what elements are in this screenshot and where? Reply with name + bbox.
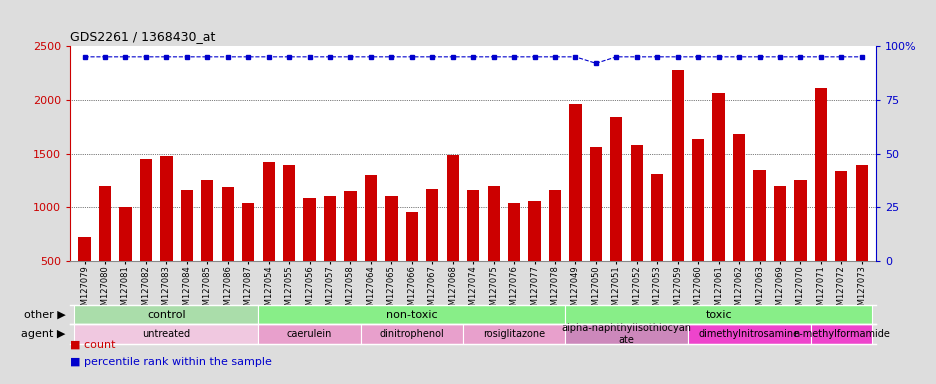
Bar: [324, 195, 336, 315]
Text: GDS2261 / 1368430_at: GDS2261 / 1368430_at: [70, 30, 215, 43]
Bar: [303, 198, 315, 315]
Bar: [360, 324, 462, 344]
Bar: [732, 134, 744, 315]
Bar: [507, 203, 519, 315]
Bar: [181, 190, 193, 315]
Bar: [671, 70, 683, 315]
Text: ■ count: ■ count: [70, 339, 116, 349]
Text: agent ▶: agent ▶: [22, 329, 66, 339]
Bar: [528, 201, 540, 315]
Text: ■ percentile rank within the sample: ■ percentile rank within the sample: [70, 357, 271, 367]
Text: dinitrophenol: dinitrophenol: [379, 329, 444, 339]
Bar: [630, 145, 642, 315]
Bar: [262, 162, 274, 315]
Bar: [241, 203, 254, 315]
Bar: [139, 159, 152, 315]
Bar: [609, 117, 622, 315]
Bar: [462, 324, 564, 344]
Text: control: control: [147, 310, 185, 320]
Bar: [548, 190, 561, 315]
Bar: [589, 147, 602, 315]
Bar: [810, 324, 871, 344]
Bar: [74, 324, 258, 344]
Bar: [446, 155, 459, 315]
Bar: [74, 305, 258, 324]
Bar: [222, 187, 234, 315]
Bar: [753, 170, 765, 315]
Text: non-toxic: non-toxic: [386, 310, 437, 320]
Bar: [773, 186, 785, 315]
Bar: [834, 171, 846, 315]
Bar: [711, 93, 724, 315]
Text: alpha-naphthylisothiocyan
ate: alpha-naphthylisothiocyan ate: [561, 323, 691, 345]
Bar: [201, 180, 213, 315]
Bar: [160, 156, 172, 315]
Bar: [405, 212, 417, 315]
Text: untreated: untreated: [142, 329, 190, 339]
Bar: [855, 166, 867, 315]
Bar: [487, 186, 499, 315]
Bar: [364, 175, 376, 315]
Bar: [99, 186, 111, 315]
Bar: [258, 305, 564, 324]
Bar: [814, 88, 826, 315]
Text: rosiglitazone: rosiglitazone: [483, 329, 545, 339]
Bar: [79, 237, 91, 315]
Bar: [564, 305, 871, 324]
Bar: [651, 174, 663, 315]
Bar: [564, 324, 687, 344]
Bar: [687, 324, 810, 344]
Bar: [569, 104, 581, 315]
Bar: [692, 139, 704, 315]
Bar: [283, 166, 295, 315]
Text: dimethylnitrosamine: dimethylnitrosamine: [698, 329, 799, 339]
Text: n-methylformamide: n-methylformamide: [792, 329, 889, 339]
Bar: [119, 207, 131, 315]
Bar: [426, 189, 438, 315]
Text: other ▶: other ▶: [23, 310, 66, 320]
Bar: [258, 324, 360, 344]
Text: toxic: toxic: [705, 310, 731, 320]
Text: caerulein: caerulein: [286, 329, 332, 339]
Bar: [466, 190, 479, 315]
Bar: [344, 191, 357, 315]
Bar: [385, 195, 397, 315]
Bar: [794, 180, 806, 315]
